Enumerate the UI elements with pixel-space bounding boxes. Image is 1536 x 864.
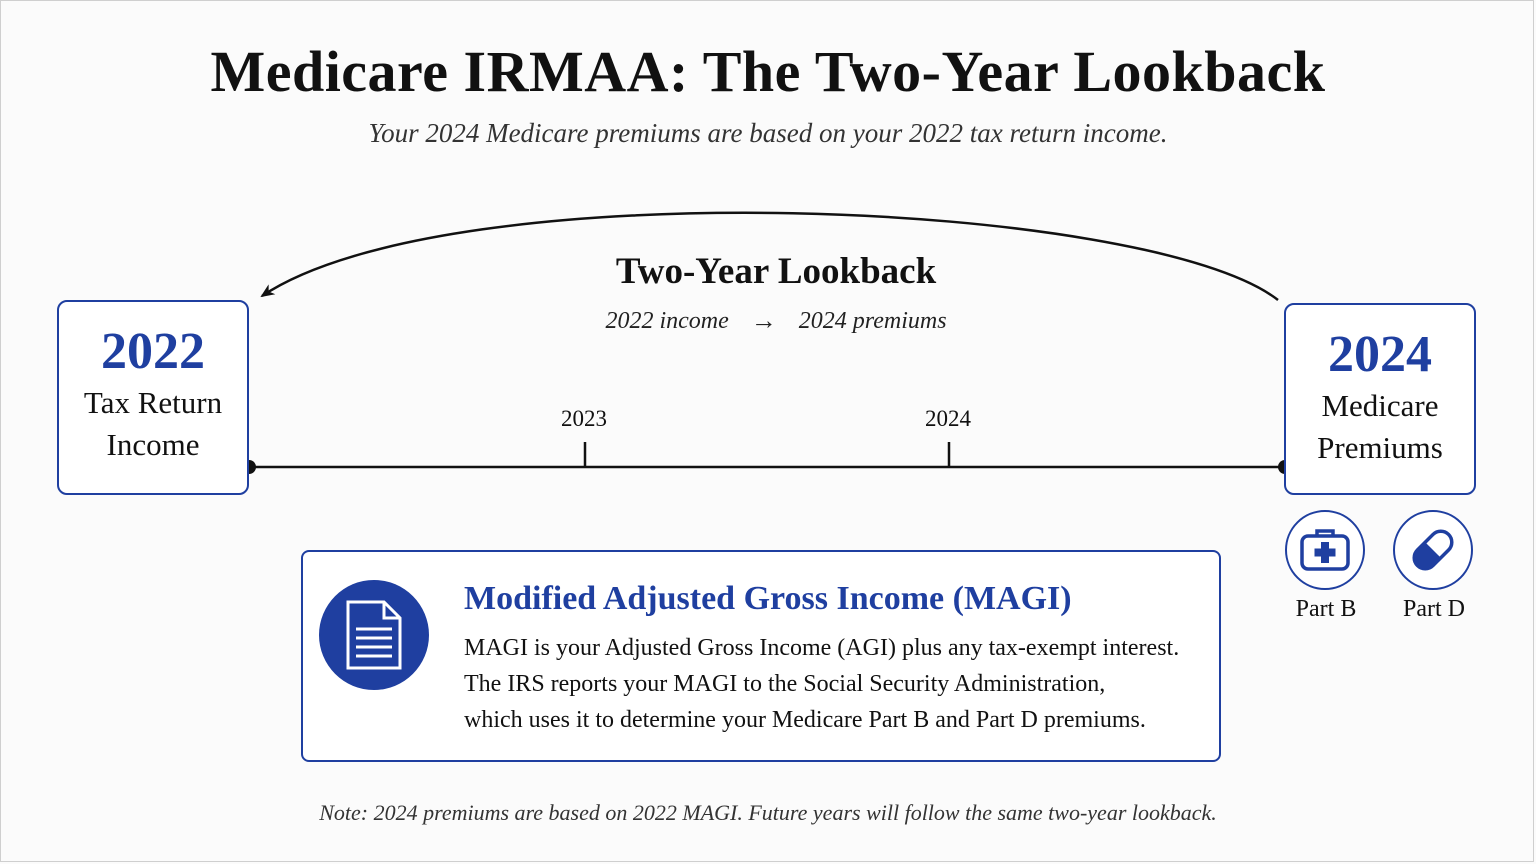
start-label-line2: Income <box>106 427 200 462</box>
start-label-line1: Tax Return <box>83 385 223 420</box>
pill-icon <box>1412 529 1454 571</box>
magi-body: MAGI is your Adjusted Gross Income (AGI)… <box>464 630 1204 738</box>
medical-kit-icon <box>1300 529 1350 571</box>
lookback-title: Two-Year Lookback <box>615 251 937 292</box>
end-year: 2024 <box>1328 326 1432 383</box>
page-title: Medicare IRMAA: The Two-Year Lookback <box>210 39 1326 104</box>
footnote: Note: 2024 premiums are based on 2022 MA… <box>319 800 1217 825</box>
lookback-subtitle: 2022 income → 2024 premiums <box>476 306 1076 336</box>
part-d-circle <box>1393 510 1473 590</box>
end-year-box: 2024 Medicare Premiums <box>1284 303 1476 495</box>
part-d-label: Part D <box>1403 596 1465 622</box>
part-b-label: Part B <box>1295 596 1357 622</box>
lookback-arrow <box>260 211 1279 301</box>
document-icon <box>319 580 429 690</box>
lookback-to: 2024 premiums <box>798 307 947 334</box>
magi-line: which uses it to determine your Medicare… <box>464 707 1146 733</box>
end-label-line2: Premiums <box>1317 430 1443 465</box>
right-arrow-icon: → <box>750 306 777 335</box>
part-b-circle <box>1285 510 1365 590</box>
end-label-line1: Medicare <box>1321 388 1439 423</box>
page-subtitle: Your 2024 Medicare premiums are based on… <box>368 118 1168 148</box>
magi-line: MAGI is your Adjusted Gross Income (AGI)… <box>464 635 1180 661</box>
start-year-box: 2022 Tax Return Income <box>57 300 249 495</box>
tick-label-2024: 2024 <box>925 406 971 431</box>
lookback-from: 2022 income <box>605 307 729 334</box>
tick-label-2023: 2023 <box>561 406 607 431</box>
start-year: 2022 <box>101 323 205 380</box>
magi-callout: Modified Adjusted Gross Income (MAGI) MA… <box>301 550 1221 762</box>
magi-title: Modified Adjusted Gross Income (MAGI) <box>464 580 1072 617</box>
magi-line: The IRS reports your MAGI to the Social … <box>464 671 1106 697</box>
